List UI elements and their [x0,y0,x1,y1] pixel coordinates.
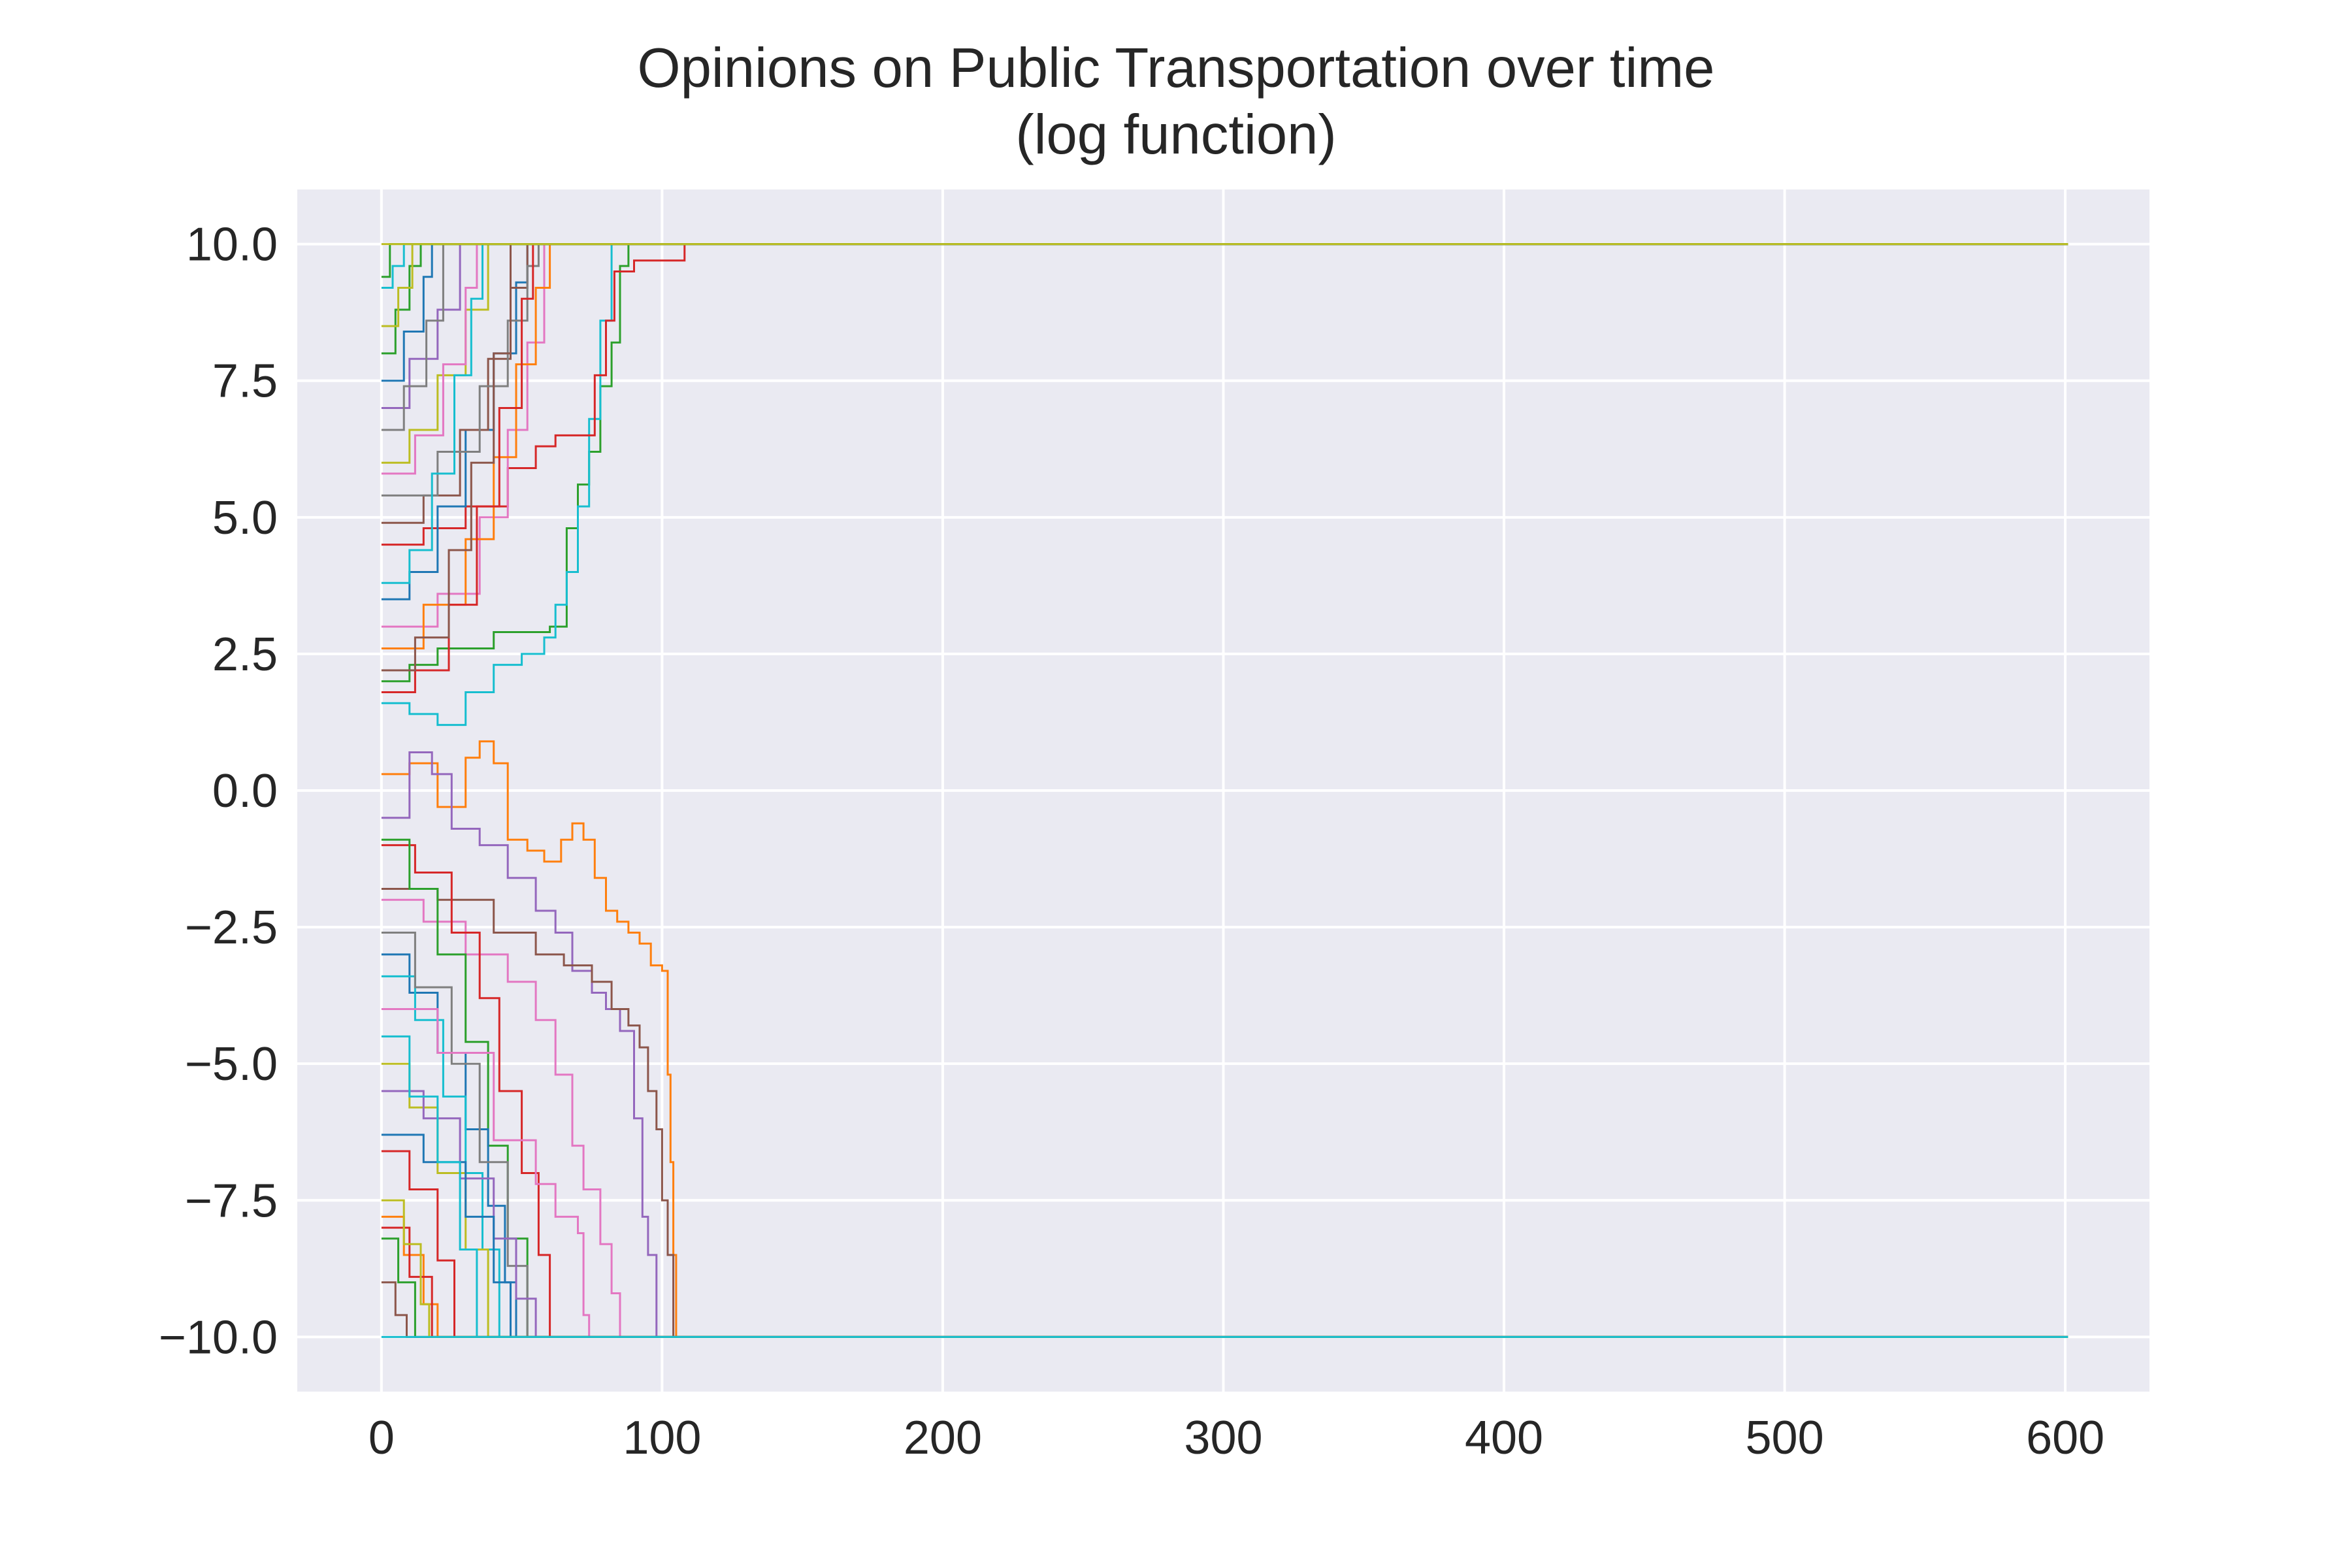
chart-title: Opinions on Public Transportation over t… [637,37,1715,99]
series-line [381,932,2068,1338]
y-axis-ticks: 10.0 7.5 5.0 2.5 0.0 −2.5 −5.0 −7.5 −10.0 [159,219,278,1364]
series-line [381,975,2068,1338]
series-line [381,243,2068,382]
series-line [381,751,2068,1338]
y-tick-label: 0.0 [212,765,278,817]
x-tick-label: 200 [904,1412,982,1464]
series-line [381,243,2068,628]
series-line [381,243,2068,431]
series-line [381,898,2068,1338]
x-tick-label: 500 [1746,1412,1824,1464]
y-tick-label: −7.5 [185,1175,278,1227]
series-line [381,243,2068,727]
series-line [381,1035,2068,1338]
y-tick-label: 2.5 [212,629,278,681]
series-line [381,1008,2068,1338]
y-tick-label: −2.5 [185,902,278,954]
series-line [381,243,2068,693]
x-tick-label: 400 [1465,1412,1543,1464]
chart-subtitle: (log function) [1015,104,1337,166]
series-line [381,243,2068,584]
series-line [381,844,2068,1338]
y-tick-label: 10.0 [186,219,278,271]
series-line [381,838,2068,1338]
series-line [381,1134,2068,1338]
series-line [381,888,2068,1338]
series-line [381,243,2068,464]
series-lines [381,243,2068,1338]
x-axis-ticks: 0 100 200 300 400 500 600 [368,1412,2104,1464]
series-line [381,243,2068,409]
x-tick-label: 600 [2026,1412,2104,1464]
y-tick-label: 5.0 [212,492,278,544]
series-line [381,1199,2068,1338]
y-tick-label: −10.0 [159,1311,278,1364]
series-line [381,1090,2068,1338]
series-line [381,243,2068,546]
x-tick-label: 300 [1184,1412,1262,1464]
y-tick-label: 7.5 [212,355,278,408]
series-line [381,1150,2068,1338]
x-tick-label: 100 [623,1412,701,1464]
x-tick-label: 0 [368,1412,395,1464]
series-line [381,243,2068,672]
series-line [381,740,2068,1338]
y-tick-label: −5.0 [185,1038,278,1090]
series-line [381,243,2068,475]
series-line [381,243,2068,649]
